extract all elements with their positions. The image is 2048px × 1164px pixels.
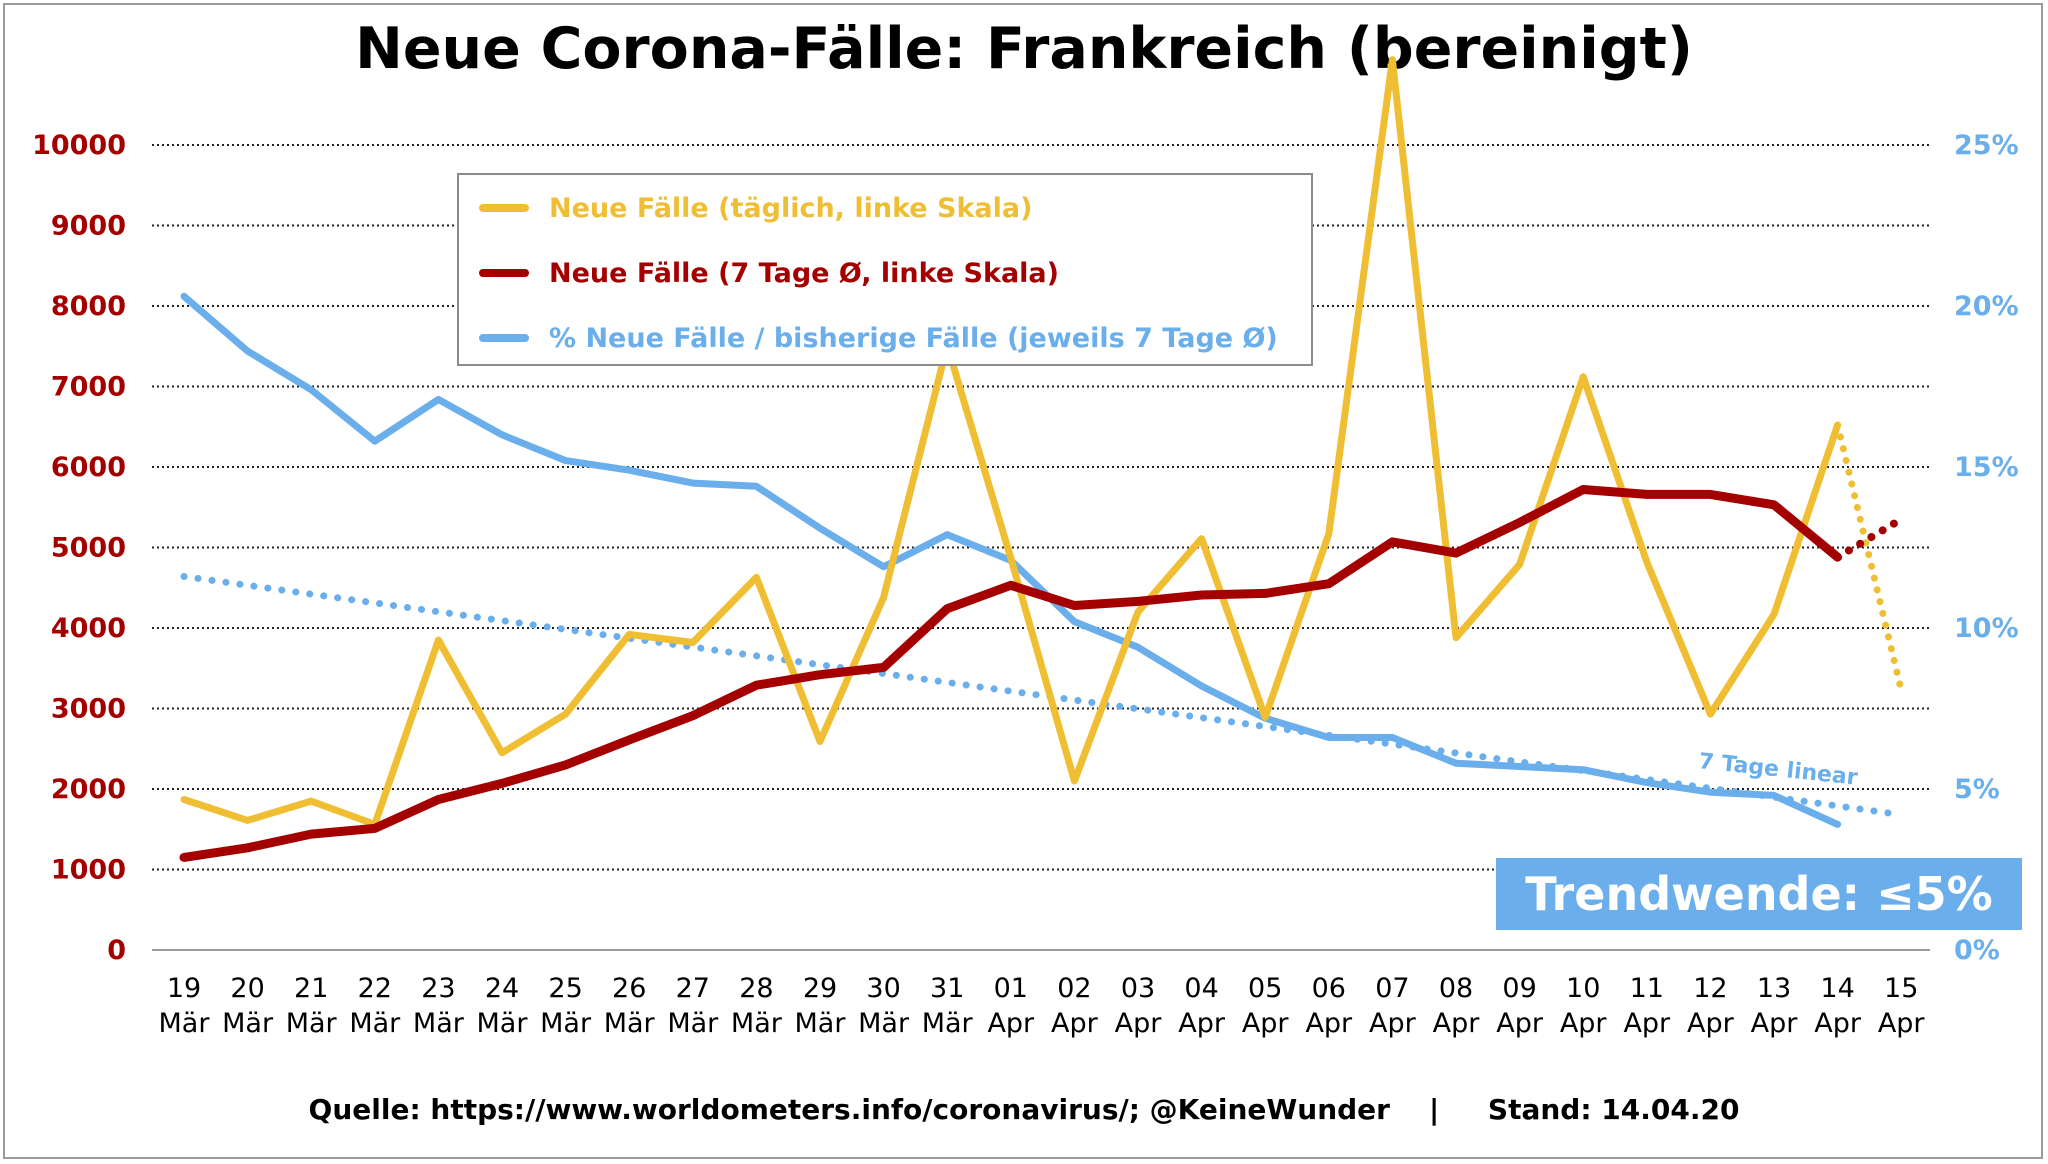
- x-tick-month-label: Mär: [858, 1008, 910, 1039]
- legend-swatch-daily: [479, 204, 529, 212]
- x-tick-day-label: 08: [1439, 973, 1473, 1004]
- y-left-tick-label: 1000: [51, 855, 126, 886]
- x-tick-day-label: 15: [1884, 973, 1918, 1004]
- y-left-tick-label: 4000: [51, 613, 126, 644]
- legend: Neue Fälle (täglich, linke Skala) Neue F…: [457, 173, 1313, 366]
- y-left-tick-label: 6000: [51, 452, 126, 483]
- y-left-tick-label: 10000: [32, 130, 126, 161]
- x-tick-day-label: 01: [994, 973, 1028, 1004]
- legend-swatch-percent: [479, 334, 529, 342]
- x-tick-day-label: 10: [1566, 973, 1600, 1004]
- legend-swatch-7day: [479, 269, 529, 277]
- x-tick-month-label: Apr: [1878, 1008, 1926, 1039]
- y-left-tick-label: 9000: [51, 211, 126, 242]
- y-left-tick-label: 7000: [51, 372, 126, 403]
- y-right-tick-label: 10%: [1954, 613, 2019, 644]
- x-tick-day-label: 14: [1820, 973, 1854, 1004]
- x-tick-month-label: Apr: [1433, 1008, 1481, 1039]
- y-right-tick-label: 0%: [1954, 935, 2000, 966]
- x-tick-month-label: Mär: [413, 1008, 465, 1039]
- x-tick-month-label: Apr: [1623, 1008, 1671, 1039]
- y-left-tick-label: 2000: [51, 774, 126, 805]
- x-tick-day-label: 13: [1757, 973, 1791, 1004]
- x-tick-day-label: 26: [612, 973, 646, 1004]
- chart-title: Neue Corona-Fälle: Frankreich (bereinigt…: [355, 16, 1693, 82]
- x-tick-month-label: Apr: [1369, 1008, 1417, 1039]
- x-tick-month-label: Apr: [1051, 1008, 1099, 1039]
- x-tick-day-label: 23: [421, 973, 455, 1004]
- x-tick-month-label: Apr: [1814, 1008, 1862, 1039]
- x-tick-month-label: Apr: [1115, 1008, 1163, 1039]
- y-left-tick-label: 8000: [51, 291, 126, 322]
- x-tick-day-label: 22: [358, 973, 392, 1004]
- y-right-tick-label: 15%: [1954, 452, 2019, 483]
- x-tick-month-label: Mär: [477, 1008, 529, 1039]
- x-tick-day-label: 04: [1184, 973, 1218, 1004]
- x-tick-day-label: 05: [1248, 973, 1282, 1004]
- x-tick-day-label: 25: [548, 973, 582, 1004]
- x-tick-day-label: 12: [1693, 973, 1727, 1004]
- series-daily-line: [180, 56, 1842, 828]
- x-tick-month-label: Apr: [987, 1008, 1035, 1039]
- series-7day-forecast: [1833, 515, 1906, 562]
- y-right-tick-label: 20%: [1954, 291, 2019, 322]
- x-tick-month-label: Mär: [795, 1008, 847, 1039]
- x-tick-day-label: 02: [1057, 973, 1091, 1004]
- x-tick-day-label: 24: [485, 973, 519, 1004]
- x-tick-month-label: Apr: [1560, 1008, 1608, 1039]
- x-tick-month-label: Mär: [667, 1008, 719, 1039]
- x-tick-month-label: Mär: [349, 1008, 401, 1039]
- x-tick-month-label: Mär: [222, 1008, 274, 1039]
- series-daily-forecast: [1834, 421, 1905, 694]
- trend-linear-label: 7 Tage linear: [1697, 749, 1859, 791]
- trendwende-box: Trendwende: ≤5%: [1496, 858, 2022, 930]
- x-tick-day-label: 21: [294, 973, 328, 1004]
- x-tick-day-label: 03: [1121, 973, 1155, 1004]
- y-right-tick-label: 25%: [1954, 130, 2019, 161]
- x-tick-day-label: 06: [1312, 973, 1346, 1004]
- x-tick-month-label: Apr: [1496, 1008, 1544, 1039]
- x-tick-month-label: Mär: [286, 1008, 338, 1039]
- x-tick-month-label: Apr: [1242, 1008, 1290, 1039]
- x-tick-day-label: 07: [1375, 973, 1409, 1004]
- x-tick-day-label: 09: [1502, 973, 1536, 1004]
- legend-item-daily: Neue Fälle (täglich, linke Skala): [479, 188, 1032, 228]
- source-note: Quelle: https://www.worldometers.info/co…: [308, 1093, 1740, 1126]
- x-tick-month-label: Mär: [159, 1008, 211, 1039]
- legend-item-percent: % Neue Fälle / bisherige Fälle (jeweils …: [479, 318, 1278, 358]
- y-left-tick-label: 3000: [51, 694, 126, 725]
- series-7day-line: [179, 485, 1843, 862]
- x-tick-day-label: 20: [230, 973, 264, 1004]
- x-tick-month-label: Apr: [1305, 1008, 1353, 1039]
- chart-frame: [3, 3, 2043, 1159]
- x-tick-day-label: 28: [739, 973, 773, 1004]
- x-tick-month-label: Apr: [1687, 1008, 1735, 1039]
- y-right-tick-label: 5%: [1954, 774, 2000, 805]
- x-tick-month-label: Apr: [1178, 1008, 1226, 1039]
- x-tick-month-label: Mär: [731, 1008, 783, 1039]
- x-tick-month-label: Apr: [1751, 1008, 1799, 1039]
- y-left-tick-label: 5000: [51, 533, 126, 564]
- x-tick-month-label: Mär: [604, 1008, 656, 1039]
- y-left-tick-label: 0: [107, 935, 126, 966]
- x-tick-day-label: 30: [866, 973, 900, 1004]
- x-tick-day-label: 11: [1630, 973, 1664, 1004]
- x-tick-month-label: Mär: [922, 1008, 974, 1039]
- x-tick-month-label: Mär: [540, 1008, 592, 1039]
- legend-label-daily: Neue Fälle (täglich, linke Skala): [549, 192, 1033, 224]
- legend-label-7day: Neue Fälle (7 Tage Ø, linke Skala): [549, 257, 1059, 289]
- legend-item-7day: Neue Fälle (7 Tage Ø, linke Skala): [479, 253, 1059, 293]
- x-tick-day-label: 31: [930, 973, 964, 1004]
- legend-label-percent: % Neue Fälle / bisherige Fälle (jeweils …: [549, 322, 1278, 354]
- x-tick-day-label: 29: [803, 973, 837, 1004]
- x-tick-day-label: 19: [167, 973, 201, 1004]
- x-tick-day-label: 27: [676, 973, 710, 1004]
